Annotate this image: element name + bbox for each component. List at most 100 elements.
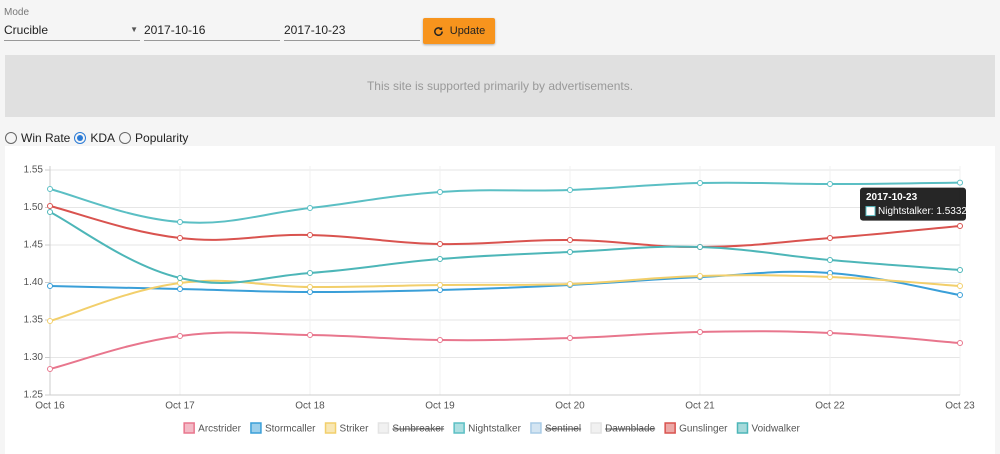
point [567,248,573,255]
point [47,185,53,192]
legend-swatch [324,422,337,434]
point [567,281,573,287]
point [307,232,313,239]
y-tick-label: 1.55 [24,165,44,176]
y-tick-label: 1.35 [24,315,44,326]
x-tick-label: Oct 17 [165,401,195,412]
point [307,269,313,276]
legend-swatch [736,422,749,434]
legend-label: Nightstalker [468,424,521,435]
radio-option[interactable]: Win Rate [5,131,70,145]
point [697,244,703,251]
point [957,292,963,299]
point [177,286,183,293]
legend-item[interactable]: Striker [324,422,370,435]
series-line [49,330,961,370]
y-tick-label: 1.25 [24,390,44,401]
legend-swatch [250,422,262,434]
y-tick-label: 1.50 [24,202,44,213]
mode-label: Mode [4,7,30,18]
radio-circle [74,132,87,144]
point [827,257,833,263]
point [567,187,573,194]
point [957,179,963,186]
point [567,236,573,243]
radio-label: Popularity [135,131,189,145]
start-date[interactable]: 2017-10-16 [144,20,280,41]
end-date[interactable]: 2017-10-23 [284,20,420,41]
y-tick-label: 1.45 [24,240,44,251]
legend-item[interactable]: Sentinel [530,422,582,435]
point [47,317,53,324]
legend-item[interactable]: Sunbreaker [377,422,445,435]
legend-label: Stormcaller [265,424,316,435]
button-text: Update [449,25,486,37]
x-tick-label: Oct 21 [685,401,715,412]
point [47,283,53,290]
refresh-icon [433,26,443,36]
point [307,332,313,338]
legend-item[interactable]: Gunslinger [664,422,728,435]
radio-option[interactable]: Popularity [119,131,188,145]
y-tick-label: 1.30 [24,352,44,363]
point [957,266,963,273]
x-tick-label: Oct 23 [945,401,975,412]
tooltip-title: 2017-10-23 [866,192,918,203]
legend-swatch [530,422,542,434]
point [957,340,963,347]
point [697,272,703,279]
radio-circle [5,132,17,144]
legend-item[interactable]: Stormcaller [250,422,316,435]
point [47,203,53,209]
series-line [49,270,961,297]
tooltip-text: Nightstalker: 1.5332 [878,206,967,217]
point [437,287,443,293]
legend-label: Gunslinger [679,424,728,435]
point [827,235,833,242]
tooltip-box [860,187,966,221]
point [567,335,573,341]
x-tick-label: Oct 19 [425,401,455,412]
mode-select[interactable]: Crucible ▼ [4,20,140,41]
legend: Arcstrider Stormcaller Striker Sunbreaker Ni… [183,422,801,435]
point [177,332,183,339]
x-tick-label: Oct 22 [815,401,845,412]
point [307,284,313,290]
legend-item[interactable]: Nightstalker [453,422,522,435]
point [177,280,183,287]
legend-label: Striker [340,424,370,435]
point [827,181,833,188]
point [177,275,183,281]
legend-label: Voidwalker [751,424,800,435]
legend-swatch [453,422,465,434]
legend-label: Arcstrider [198,424,241,435]
ad-banner: This site is supported primarily by adve… [5,55,995,117]
update-button[interactable]: Update [423,18,495,44]
y-tick-label: 1.40 [24,277,44,288]
legend-item[interactable]: Dawnblade [590,422,656,435]
point [957,223,963,230]
series-line [49,211,961,284]
series-line [49,205,961,249]
point [957,283,963,290]
point [47,365,53,372]
series-line [49,181,961,224]
point [437,241,443,248]
x-tick-label: Oct 20 [555,401,585,412]
chart: 1.25 1.30 1.35 1.40 1.45 1.50 1.55 Oct 16 Oct 17… [5,146,995,454]
x-tick-label: Oct 18 [295,401,325,412]
legend-swatch [377,422,390,434]
tooltip: 2017-10-23 Nightstalker: 1.5332 [860,187,967,221]
point [47,209,53,215]
legend-item[interactable]: Arcstrider [183,422,242,435]
point [177,235,183,242]
point [827,329,833,336]
legend-item[interactable]: Voidwalker [736,422,801,435]
radio-option[interactable]: KDA [74,131,115,145]
point [437,337,443,344]
point [437,256,443,263]
mode-value: Crucible [4,23,49,37]
caret: ▼ [130,25,138,34]
radio-label: KDA [90,131,116,145]
